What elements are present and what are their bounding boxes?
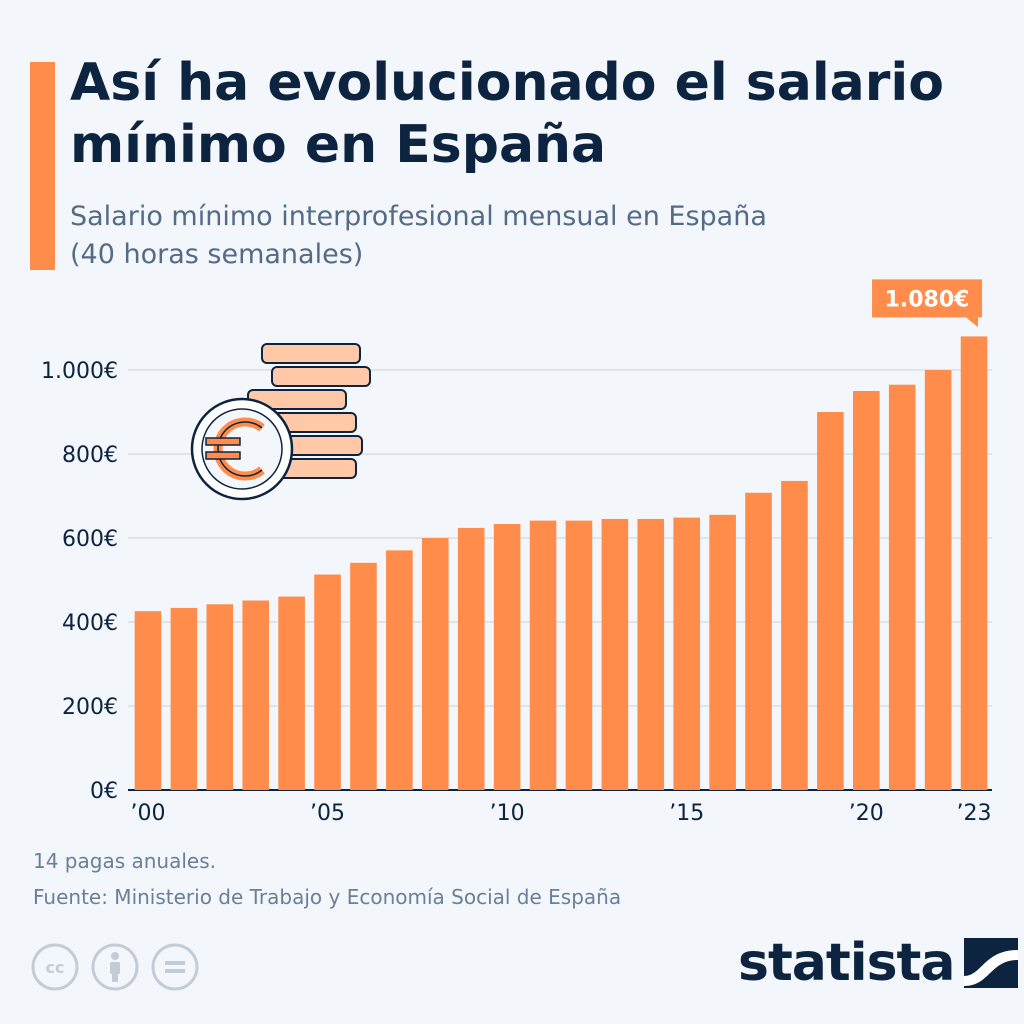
value-callout: 1.080€ (872, 279, 983, 328)
statista-logo-icon (964, 938, 1019, 988)
bar-2009 (457, 527, 485, 790)
y-tick-label: 200€ (62, 695, 118, 720)
y-tick-label: 600€ (62, 527, 118, 552)
bar-2002 (206, 604, 234, 790)
callout-value: 1.080€ (885, 287, 970, 312)
callout-pointer (966, 317, 979, 328)
footnote: 14 pagas anuales. (33, 849, 216, 873)
x-tick-label: ’05 (310, 801, 345, 826)
title-accent-bar (30, 62, 55, 270)
bar-2017 (745, 492, 772, 790)
bar-2018 (781, 480, 808, 790)
brand-name: statista (738, 933, 955, 993)
bar-2023 (960, 336, 988, 790)
x-tick-label: ’00 (130, 801, 165, 826)
euro-coins-icon (190, 343, 371, 501)
bar-2013 (601, 518, 629, 790)
bar-2008 (422, 538, 449, 790)
bar-2022 (924, 370, 952, 790)
bar-chart: 0€ 200€ 400€ 600€ 800€ 1.000€ ’00 ’05 ’10 ’15 ’20… (41, 279, 992, 826)
bar-2004 (278, 596, 305, 790)
x-tick-label: ’23 (957, 801, 992, 826)
bar-2016 (709, 514, 736, 790)
bar-2014 (637, 518, 665, 790)
x-axis-labels: ’00 ’05 ’10 ’15 ’20 ’23 (130, 801, 991, 826)
bar-2007 (386, 550, 413, 790)
bar-2012 (565, 520, 593, 790)
bar-2001 (170, 607, 198, 790)
source-note: Fuente: Ministerio de Trabajo y Economía… (33, 885, 622, 909)
bar-2019 (817, 412, 844, 790)
y-tick-label: 1.000€ (41, 359, 118, 384)
x-tick-label: ’15 (669, 801, 704, 826)
y-axis-labels: 0€ 200€ 400€ 600€ 800€ 1.000€ (41, 359, 118, 804)
statista-brand[interactable]: statista (738, 933, 1019, 993)
no-derivatives-icon[interactable] (150, 942, 200, 992)
y-tick-label: 400€ (62, 611, 118, 636)
y-tick-label: 800€ (62, 443, 118, 468)
x-tick-label: ’20 (849, 801, 884, 826)
bar-2006 (350, 562, 377, 790)
license-icons: cc (30, 942, 200, 992)
y-tick-label: 0€ (90, 779, 118, 804)
callout-box (872, 279, 983, 318)
page-subtitle: Salario mínimo interprofesional mensual … (70, 201, 767, 270)
bar-2000 (134, 611, 162, 790)
svg-text:cc: cc (46, 958, 65, 977)
page-title: Así ha evolucionado el salario mínimo en… (70, 53, 944, 175)
cc-icon[interactable]: cc (30, 942, 80, 992)
bar-2020 (853, 391, 880, 790)
bar-2021 (888, 384, 916, 790)
bar-2005 (314, 574, 341, 790)
bar-2011 (529, 520, 557, 790)
bar-2003 (242, 600, 269, 790)
bar-2010 (493, 524, 521, 790)
attribution-icon[interactable] (90, 942, 140, 992)
x-tick-label: ’10 (490, 801, 525, 826)
bars (134, 336, 988, 790)
bar-2015 (673, 517, 700, 790)
